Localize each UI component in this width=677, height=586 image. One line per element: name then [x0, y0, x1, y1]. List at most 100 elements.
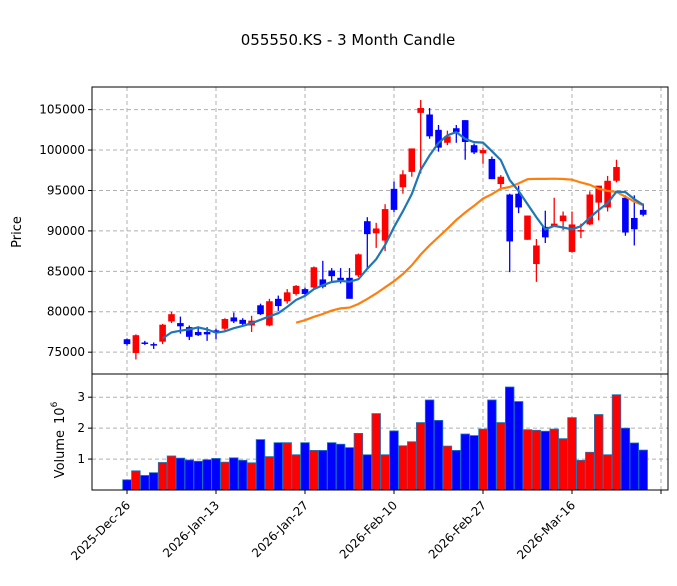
- candle: [586, 194, 594, 225]
- volume-label-text: Volume: [53, 430, 68, 478]
- candle: [426, 114, 433, 137]
- volume-bar: [300, 442, 310, 491]
- volume-bar: [496, 422, 506, 491]
- volume-bar: [638, 449, 648, 491]
- candle: [230, 317, 238, 322]
- volume-bar: [585, 451, 595, 491]
- volume-bar: [309, 450, 319, 491]
- date-axis: 2025-Dec-26 2026-Jan-13 2026-Jan-27 2026-Fe…: [68, 490, 662, 563]
- volume-bar: [540, 430, 551, 491]
- volume-bar: [611, 394, 622, 491]
- price-tick-label: 90000: [47, 224, 85, 238]
- volume-bar: [282, 442, 292, 491]
- candle: [292, 285, 300, 294]
- moving-average-lines: [161, 130, 644, 340]
- volume-bar: [407, 441, 417, 491]
- volume-bar: [131, 470, 141, 491]
- price-tick-label: 100000: [39, 143, 85, 157]
- volume-bar: [415, 422, 426, 491]
- date-tick-label: 2026-Mar-16: [514, 498, 578, 562]
- candle: [435, 129, 442, 148]
- volume-bar: [229, 457, 239, 491]
- candle: [622, 197, 629, 233]
- candle: [364, 221, 371, 235]
- candle: [159, 324, 166, 342]
- volume-axis-label: Volume106: [50, 401, 68, 478]
- candle: [631, 217, 638, 230]
- volume-bar: [620, 427, 631, 491]
- price-tick-label: 85000: [47, 264, 85, 278]
- candle: [453, 128, 460, 133]
- volume-bar: [362, 454, 373, 491]
- candle: [408, 148, 416, 172]
- volume-bar: [335, 443, 346, 491]
- candle: [604, 180, 611, 208]
- candle: [444, 136, 451, 143]
- candle: [319, 279, 327, 287]
- volume-bar: [371, 413, 381, 491]
- volume-bar: [398, 445, 408, 491]
- candles: [123, 99, 647, 360]
- price-tick-label: 80000: [47, 305, 85, 319]
- volume-bar: [220, 461, 230, 491]
- candle: [470, 145, 478, 153]
- volume-bar: [478, 428, 488, 491]
- candle: [390, 188, 398, 210]
- volume-bar: [122, 479, 132, 491]
- volume-bar: [531, 429, 542, 491]
- volume-bar: [353, 432, 364, 491]
- volume-bar: [202, 459, 212, 491]
- volume-axis: 1 2 3: [77, 390, 92, 466]
- candle: [488, 158, 496, 180]
- candle: [542, 226, 549, 238]
- candle: [372, 228, 380, 234]
- volume-tick-label: 3: [77, 390, 85, 404]
- candle: [328, 270, 335, 277]
- candle: [417, 108, 424, 113]
- candle: [461, 120, 469, 142]
- volume-bar: [460, 433, 470, 491]
- volume-tick-label: 1: [77, 452, 85, 466]
- candle: [283, 292, 291, 302]
- date-tick-label: 2026-Feb-10: [337, 498, 400, 561]
- date-tick-label: 2026-Feb-27: [426, 498, 489, 561]
- volume-bar: [140, 475, 150, 491]
- volume-bar: [433, 419, 444, 491]
- volume-bar: [175, 457, 186, 491]
- volume-bar: [389, 430, 399, 491]
- candle: [177, 323, 184, 327]
- volume-bar: [318, 450, 328, 491]
- volume-bar: [184, 459, 195, 491]
- candle: [346, 277, 353, 299]
- volume-bar: [273, 442, 284, 491]
- candle: [186, 327, 193, 337]
- candle: [275, 298, 282, 307]
- volume-bar: [211, 458, 221, 491]
- candle: [257, 305, 264, 315]
- volume-bar: [166, 455, 177, 491]
- volume-bar: [558, 438, 568, 491]
- candle: [239, 319, 246, 324]
- candle: [559, 215, 567, 222]
- volume-bar: [513, 401, 524, 491]
- date-tick-label: 2026-Jan-27: [249, 498, 311, 560]
- volume-bar: [157, 462, 168, 491]
- volume-bar: [291, 454, 301, 491]
- candle: [150, 344, 157, 346]
- candle: [266, 301, 273, 326]
- candle: [212, 330, 220, 332]
- volume-bar: [549, 428, 559, 491]
- volume-bar: [246, 462, 257, 491]
- candle: [194, 331, 202, 336]
- candle: [613, 167, 620, 181]
- candle: [497, 176, 505, 185]
- candle: [221, 319, 229, 329]
- ma-long-line: [295, 177, 644, 324]
- volume-bar: [424, 399, 435, 491]
- volume-bar: [522, 429, 533, 491]
- candle: [310, 267, 318, 288]
- candle: [337, 277, 344, 281]
- price-tick-label: 105000: [39, 103, 85, 117]
